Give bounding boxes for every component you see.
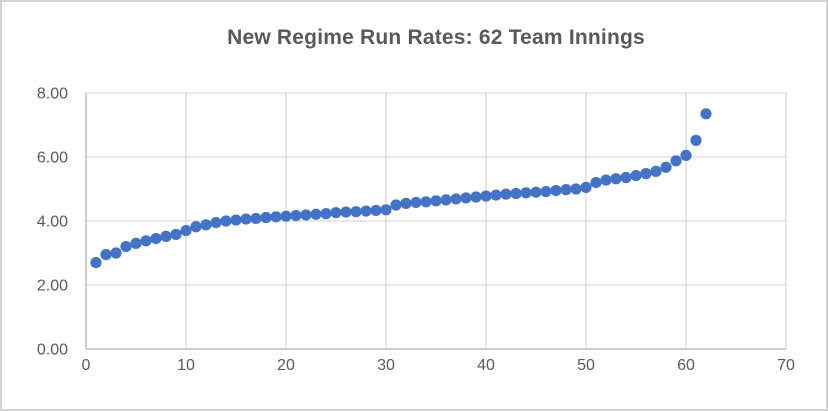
x-tick-label: 20 — [277, 357, 295, 374]
data-point[interactable] — [580, 181, 592, 193]
x-tick-label: 70 — [777, 357, 795, 374]
data-point[interactable] — [150, 233, 162, 245]
data-point[interactable] — [390, 199, 402, 211]
data-point[interactable] — [620, 171, 632, 184]
x-tick-label: 50 — [577, 357, 595, 374]
data-point[interactable] — [560, 184, 572, 196]
data-point[interactable] — [130, 237, 142, 249]
data-point[interactable] — [540, 185, 552, 198]
y-tick-label: 8.00 — [37, 86, 68, 103]
data-point[interactable] — [140, 235, 152, 247]
data-point[interactable] — [460, 192, 472, 204]
data-point[interactable] — [260, 211, 272, 224]
data-point[interactable] — [120, 241, 132, 253]
data-point[interactable] — [520, 187, 532, 199]
data-point[interactable] — [360, 205, 372, 217]
data-point[interactable] — [530, 186, 542, 198]
data-point[interactable] — [420, 196, 432, 208]
data-point[interactable] — [570, 183, 582, 195]
data-point[interactable] — [380, 204, 392, 216]
data-point[interactable] — [370, 204, 382, 217]
x-tick-label: 0 — [82, 357, 91, 374]
data-point[interactable] — [220, 215, 232, 227]
data-point[interactable] — [500, 188, 512, 200]
y-tick-label: 4.00 — [37, 214, 68, 231]
data-point[interactable] — [340, 206, 352, 218]
data-point[interactable] — [310, 208, 322, 220]
data-point[interactable] — [450, 193, 462, 205]
data-point[interactable] — [280, 210, 292, 222]
data-point[interactable] — [110, 247, 122, 259]
data-point[interactable] — [430, 195, 442, 207]
x-tick-label: 30 — [377, 357, 395, 374]
data-point[interactable] — [90, 257, 102, 269]
x-tick-label: 10 — [177, 357, 195, 374]
data-point[interactable] — [670, 155, 682, 167]
data-point[interactable] — [470, 191, 482, 203]
data-point[interactable] — [650, 165, 662, 177]
data-point[interactable] — [660, 161, 672, 173]
data-point[interactable] — [210, 217, 222, 229]
x-tick-label: 60 — [677, 357, 695, 374]
data-point[interactable] — [350, 206, 362, 218]
data-point[interactable] — [230, 214, 242, 226]
data-point[interactable] — [550, 185, 562, 197]
chart-title: New Regime Run Rates: 62 Team Innings — [227, 26, 645, 49]
data-point[interactable] — [100, 249, 112, 261]
x-tick-label: 40 — [477, 357, 495, 374]
data-point[interactable] — [630, 169, 642, 182]
data-point[interactable] — [690, 134, 702, 146]
data-point[interactable] — [610, 173, 622, 185]
data-point[interactable] — [510, 187, 522, 200]
data-point[interactable] — [330, 207, 342, 219]
data-point[interactable] — [700, 108, 712, 120]
data-point[interactable] — [440, 194, 452, 206]
data-point[interactable] — [300, 209, 312, 221]
data-point[interactable] — [600, 174, 612, 186]
data-point[interactable] — [680, 149, 692, 161]
data-point[interactable] — [170, 228, 182, 241]
data-point[interactable] — [200, 219, 212, 231]
data-point[interactable] — [160, 230, 172, 242]
data-point[interactable] — [640, 168, 652, 180]
data-point[interactable] — [290, 209, 302, 222]
y-tick-label: 2.00 — [37, 278, 68, 295]
data-point[interactable] — [480, 190, 492, 202]
data-point[interactable] — [400, 197, 412, 209]
data-point[interactable] — [190, 221, 202, 233]
data-point[interactable] — [320, 208, 332, 220]
data-point[interactable] — [490, 189, 502, 201]
data-point[interactable] — [240, 213, 252, 225]
data-point[interactable] — [180, 225, 192, 237]
y-tick-label: 0.00 — [37, 342, 68, 359]
data-point[interactable] — [590, 177, 602, 189]
y-tick-label: 6.00 — [37, 150, 68, 167]
data-point[interactable] — [270, 211, 282, 223]
data-point[interactable] — [410, 196, 422, 209]
data-point[interactable] — [250, 212, 262, 225]
